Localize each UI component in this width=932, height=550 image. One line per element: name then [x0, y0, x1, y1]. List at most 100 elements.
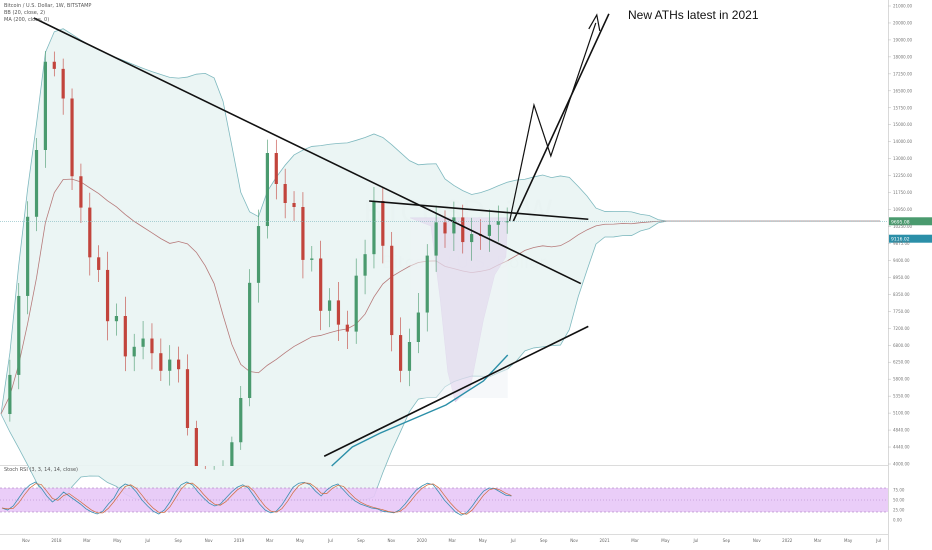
stoch-axis-label: 50.00: [893, 498, 905, 503]
candle-down: [177, 359, 181, 370]
candle-down: [159, 353, 163, 371]
candle-up: [470, 234, 474, 243]
trendline-horizontal-resistance: [369, 200, 589, 221]
x-tick-label: Nov: [387, 538, 395, 543]
time-axis[interactable]: Nov 2018 Mar May Jul Sep Nov 2019 Mar May Jul Sep No…: [22, 538, 881, 543]
trendline-lower-support: [323, 325, 589, 457]
candle-down: [185, 369, 190, 428]
x-tick-label: Jul: [510, 538, 516, 543]
candle-down: [274, 153, 278, 184]
candle-up: [363, 254, 367, 276]
x-tick-label: May: [844, 538, 853, 543]
candle-down: [443, 222, 447, 234]
candle-up: [487, 224, 491, 236]
y-tick-label: 19000.00: [893, 37, 913, 42]
y-tick-label: 4000.00: [893, 462, 910, 467]
candlesticks: [8, 51, 509, 470]
candle-up: [310, 258, 314, 260]
x-tick-label: May: [296, 538, 305, 543]
stoch-axis-label: 0.00: [893, 518, 902, 523]
candle-up: [416, 312, 420, 342]
y-tick-label: 4840.00: [893, 428, 910, 433]
candle-down: [336, 300, 341, 325]
y-tick-label: 9875.00: [893, 241, 910, 246]
x-tick-label: Sep: [540, 538, 548, 543]
candle-up: [168, 359, 172, 371]
second-price-tag: [889, 234, 932, 243]
y-tick-label: 14000.00: [893, 139, 913, 144]
candle-up: [43, 61, 47, 150]
price-axis[interactable]: 21000.00 20000.00 19000.00 18000.00 17250.00…: [888, 4, 913, 467]
candle-up: [354, 275, 358, 332]
candle-up: [141, 338, 145, 347]
candle-down: [283, 184, 287, 203]
x-tick-label: Mar: [631, 538, 639, 543]
candle-up: [239, 398, 243, 443]
trendline-upper-resistance: [33, 17, 582, 285]
candle-up: [132, 346, 136, 357]
y-tick-label: 15000.00: [893, 122, 913, 127]
x-tick-label: Mar: [814, 538, 822, 543]
candle-down: [105, 269, 110, 322]
x-tick-label: Sep: [174, 538, 182, 543]
ma-legend: MA (200, close, 0): [4, 17, 50, 23]
candle-down: [123, 316, 127, 357]
y-tick-label: 4440.00: [893, 445, 910, 450]
y-tick-label: 8350.00: [893, 292, 910, 297]
x-tick-label: Jul: [875, 538, 881, 543]
y-tick-label: 11750.00: [893, 190, 913, 195]
stoch-legend: Stoch RSI (3, 3, 14, 14, close): [4, 467, 78, 473]
candle-down: [292, 203, 296, 207]
cup-pattern-highlight: [410, 217, 509, 403]
x-tick-label: Jul: [327, 538, 333, 543]
x-tick-label: Sep: [357, 538, 365, 543]
stoch-axis-label: 25.00: [893, 508, 905, 513]
candle-down: [381, 201, 385, 246]
x-tick-label: May: [113, 538, 122, 543]
x-tick-label: 2019: [234, 538, 245, 543]
candle-up: [496, 221, 500, 225]
x-tick-label: Jul: [144, 538, 150, 543]
y-tick-label: 21000.00: [893, 4, 913, 9]
last-price-line: 9695.08 9116.02: [0, 217, 932, 243]
ath-annotation: New ATHs latest in 2021: [628, 8, 759, 22]
x-tick-label: 2021: [599, 538, 610, 543]
candle-down: [345, 324, 349, 332]
x-tick-label: Nov: [205, 538, 213, 543]
y-tick-label: 10950.00: [893, 207, 913, 212]
candle-up: [26, 216, 30, 296]
y-tick-label: 5350.00: [893, 394, 910, 399]
candle-up: [327, 300, 332, 311]
stoch-d-line: [1, 482, 512, 515]
y-tick-label: 17250.00: [893, 71, 913, 76]
trendlines: [33, 13, 610, 457]
candle-up: [434, 222, 438, 256]
x-tick-label: 2022: [782, 538, 793, 543]
moving-average-line: [331, 354, 509, 467]
y-tick-label: 16500.00: [893, 88, 913, 93]
x-tick-label: 2018: [51, 538, 62, 543]
y-tick-label: 6800.00: [893, 343, 910, 348]
x-tick-label: Nov: [753, 538, 761, 543]
candle-down: [61, 68, 65, 99]
y-tick-label: 15750.00: [893, 105, 913, 110]
last-price-label: 9695.08: [891, 219, 910, 225]
candle-up: [34, 150, 39, 217]
candle-down: [399, 335, 403, 371]
x-tick-label: Mar: [449, 538, 457, 543]
candle-down: [52, 61, 56, 69]
y-tick-label: 9400.00: [893, 258, 910, 263]
x-tick-label: Jul: [692, 538, 698, 543]
candle-up: [407, 342, 412, 371]
x-tick-label: Mar: [266, 538, 274, 543]
x-tick-label: Sep: [723, 538, 731, 543]
candle-up: [114, 316, 119, 322]
y-tick-label: 8950.00: [893, 275, 910, 280]
candle-down: [319, 258, 323, 311]
x-tick-label: 2020: [417, 538, 428, 543]
y-tick-label: 12250.00: [893, 173, 913, 178]
candle-down: [194, 428, 198, 466]
y-tick-label: 7750.00: [893, 309, 910, 314]
candle-down: [301, 207, 305, 260]
